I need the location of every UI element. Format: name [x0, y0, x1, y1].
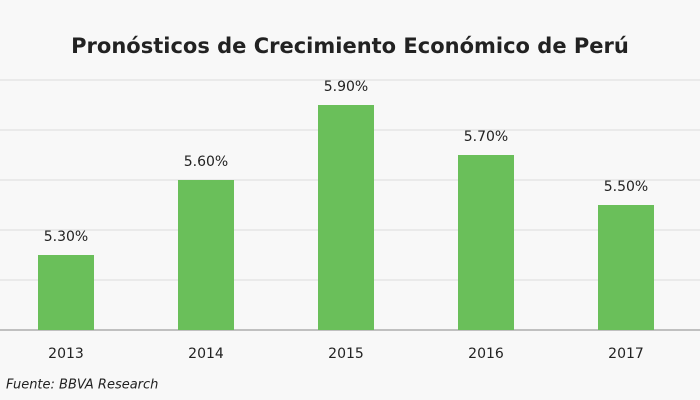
x-tick-label: 2017 — [608, 346, 644, 362]
bar — [38, 255, 94, 330]
bar — [178, 180, 234, 330]
bar — [458, 155, 514, 330]
bar — [598, 205, 654, 330]
value-label: 5.90% — [324, 79, 368, 95]
x-tick-label: 2015 — [328, 346, 364, 362]
value-label: 5.70% — [464, 129, 508, 145]
value-label: 5.30% — [44, 229, 88, 245]
bar — [318, 105, 374, 330]
value-label: 5.60% — [184, 154, 228, 170]
chart-title: Pronósticos de Crecimiento Económico de … — [71, 34, 629, 58]
x-tick-label: 2016 — [468, 346, 504, 362]
x-tick-label: 2014 — [188, 346, 224, 362]
source-note: Fuente: BBVA Research — [6, 378, 158, 393]
value-label: 5.50% — [604, 179, 648, 195]
x-tick-label: 2013 — [48, 346, 84, 362]
